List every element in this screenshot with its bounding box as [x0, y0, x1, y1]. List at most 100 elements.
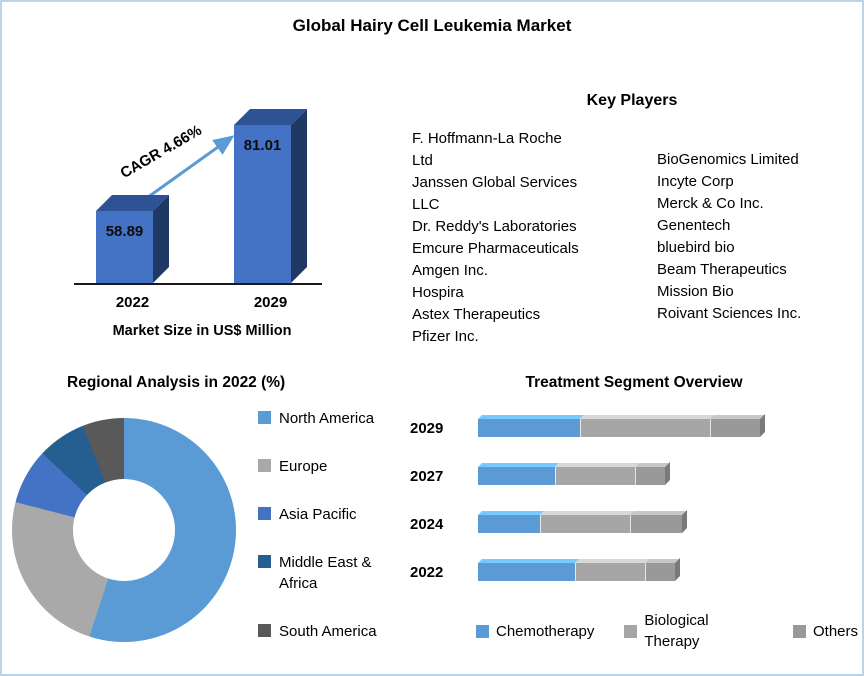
treatment-year-label: 2024	[410, 515, 444, 533]
treatment-stacked-bar	[478, 558, 858, 581]
legend-swatch	[476, 624, 489, 638]
bar-top-face-segment	[478, 511, 544, 515]
key-player-name: F. Hoffmann-La Roche Ltd	[412, 130, 562, 169]
legend-swatch	[258, 507, 271, 520]
bar-top-face-segment	[635, 463, 669, 467]
segment-others	[630, 515, 682, 533]
segment-chemotherapy	[478, 563, 575, 581]
cagr-label: CAGR 4.66%	[117, 121, 205, 182]
key-players-right-column: BioGenomics Limited Incyte Corp Merck & Co…	[657, 128, 852, 348]
bar-top-face-segment	[630, 511, 686, 515]
treatment-heading: Treatment Segment Overview	[525, 374, 743, 391]
donut-hole	[73, 479, 175, 581]
treatment-legend-item: Chemotherapy	[476, 610, 594, 652]
regional-legend-item: Asia Pacific	[258, 504, 377, 525]
bar-end-cap	[675, 558, 680, 581]
segment-chemotherapy	[478, 515, 540, 533]
legend-label: Asia Pacific	[279, 506, 357, 523]
bar-top-face	[478, 463, 669, 467]
treatment-bar-rows: 2029 2027 2024 2022	[410, 414, 858, 582]
legend-label: Others	[812, 622, 858, 640]
key-player-name: Mission Bio	[657, 283, 734, 300]
treatment-row-2029: 2029	[410, 414, 858, 438]
segment-chemotherapy	[478, 467, 555, 485]
regional-analysis-section: Regional Analysis in 2022 (%) North Amer…	[10, 374, 405, 669]
legend-swatch	[258, 555, 271, 568]
bar-front-face	[96, 211, 153, 283]
bar-side-face	[153, 195, 169, 283]
legend-label: Middle East & Africa	[279, 554, 372, 592]
bar-top-face-segment	[580, 415, 714, 419]
bar-end-cap	[682, 510, 687, 533]
treatment-row-2027: 2027	[410, 462, 858, 486]
key-player-name: Amgen Inc.	[412, 262, 488, 279]
legend-swatch	[624, 624, 638, 638]
key-player-name: Hospira	[412, 284, 464, 301]
treatment-legend-item: Biological Therapy	[624, 610, 763, 652]
bar-end-cap	[760, 414, 765, 437]
bar-top-face	[478, 559, 679, 563]
bar-side-face	[291, 109, 307, 283]
bar-value-label: 81.01	[243, 137, 282, 154]
legend-label: Biological Therapy	[644, 612, 709, 650]
market-bar-2022: 58.89	[96, 195, 169, 283]
key-player-name: Dr. Reddy's Laboratories	[412, 218, 577, 235]
legend-label: Europe	[279, 458, 328, 475]
treatment-row-2024: 2024	[410, 510, 858, 534]
market-size-plot: CAGR 4.66% 58.89 2022 81.01 2029	[62, 85, 342, 311]
key-player-name: Roivant Sciences Inc.	[657, 305, 802, 322]
treatment-year-label: 2027	[410, 467, 444, 485]
treatment-stacked-bar	[478, 510, 858, 533]
key-player-name: Incyte Corp	[657, 173, 734, 190]
market-bar-2029: 81.01	[234, 109, 307, 283]
axis-label-2022: 2022	[115, 294, 150, 311]
regional-donut-chart	[12, 418, 236, 642]
key-player-name: Beam Therapeutics	[657, 261, 787, 278]
treatment-row-2022: 2022	[410, 558, 858, 582]
page-title: Global Hairy Cell Leukemia Market	[292, 16, 572, 35]
key-players-columns: F. Hoffmann-La Roche Ltd Janssen Global S…	[412, 128, 852, 348]
treatment-year-label: 2022	[410, 563, 444, 581]
bar-top-face-segment	[710, 415, 764, 419]
bar-top-face-segment	[645, 559, 679, 563]
key-player-name: bluebird bio	[657, 239, 735, 256]
bar-front-face	[234, 125, 291, 283]
bar-top-face	[478, 511, 686, 515]
axis-label-2029: 2029	[253, 294, 288, 311]
treatment-stacked-bar	[478, 414, 858, 437]
treatment-year-label: 2029	[410, 419, 444, 437]
segment-biological-therapy	[555, 467, 635, 485]
key-player-name: Genentech	[657, 217, 731, 234]
market-size-chart: CAGR 4.66% 58.89 2022 81.01 2029 Market Siz…	[62, 85, 362, 339]
segment-others	[710, 419, 760, 437]
bar-top-face-segment	[575, 559, 649, 563]
market-caption: Market Size in US$ Million	[112, 323, 292, 339]
segment-others	[635, 467, 665, 485]
legend-label: North America	[279, 410, 375, 427]
key-player-name: BioGenomics Limited	[657, 151, 799, 168]
segment-others	[645, 563, 675, 581]
treatment-legend: Chemotherapy Biological Therapy Others	[410, 610, 858, 652]
regional-legend-item: North America	[258, 408, 377, 429]
key-players-heading: Key Players	[586, 92, 678, 109]
key-player-name: Merck & Co Inc.	[657, 195, 764, 212]
regional-heading: Regional Analysis in 2022 (%)	[67, 374, 286, 391]
legend-label: Chemotherapy	[496, 622, 595, 640]
bar-top-face-segment	[478, 415, 584, 419]
legend-swatch	[792, 624, 806, 638]
treatment-legend-item: Others	[792, 610, 858, 652]
legend-swatch	[258, 624, 271, 637]
bar-value-label: 58.89	[105, 223, 144, 240]
regional-legend-item: South America	[258, 621, 377, 642]
key-player-name: Pfizer Inc.	[412, 328, 479, 345]
bar-top-face	[478, 415, 764, 419]
segment-biological-therapy	[540, 515, 630, 533]
key-player-name: Janssen Global Services LLC	[412, 174, 578, 213]
regional-legend-item: Europe	[258, 456, 377, 477]
bar-top-face-segment	[540, 511, 634, 515]
x-axis-line	[74, 283, 322, 285]
bar-top-face-segment	[478, 559, 579, 563]
key-players-left-column: F. Hoffmann-La Roche Ltd Janssen Global S…	[412, 128, 627, 348]
key-player-name: Emcure Pharmaceuticals	[412, 240, 579, 257]
